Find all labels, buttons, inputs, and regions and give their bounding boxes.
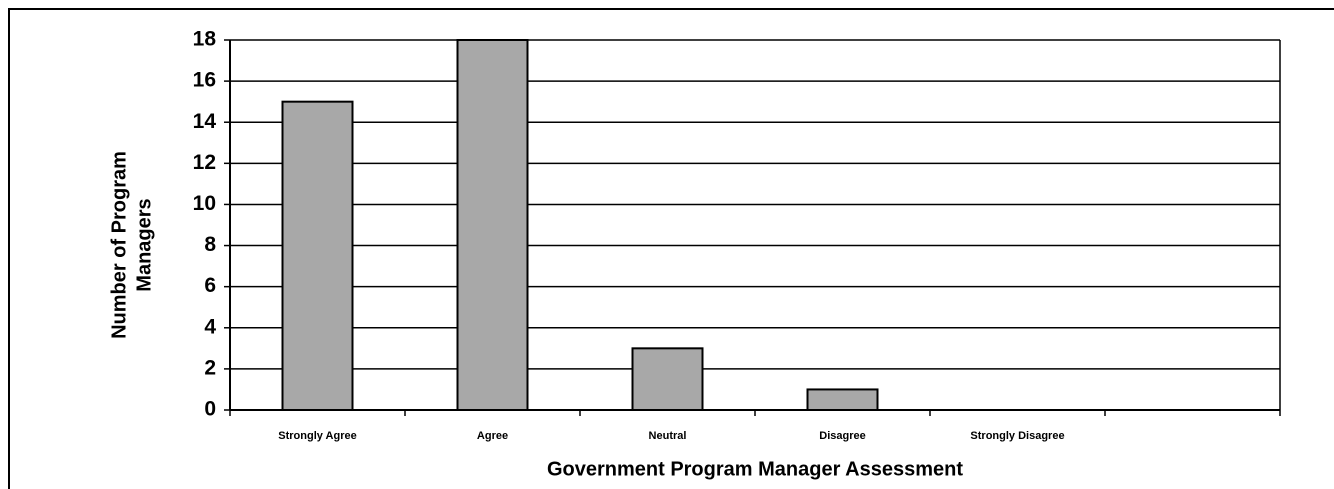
bar [281,100,354,412]
y-tick-label: 14 [193,110,217,133]
x-tick-label: Agree [477,430,508,442]
x-axis-title: Government Program Manager Assessment [547,458,963,480]
bar [631,347,704,412]
y-tick-label: 12 [193,151,216,174]
x-tick-label: Strongly Disagree [970,430,1064,442]
y-tick-label: 18 [193,28,217,51]
y-tick-label: 4 [204,315,216,338]
y-tick-label: 8 [204,233,216,256]
y-tick-label: 0 [204,398,216,421]
bar [456,39,529,411]
x-tick-label: Disagree [819,430,865,442]
y-tick-label: 10 [193,192,216,215]
x-tick-label: Strongly Agree [278,430,356,442]
y-axis-title-line: Managers [133,198,155,291]
frame [8,8,1334,489]
bar [806,388,879,412]
y-tick-label: 6 [204,274,216,297]
y-axis-title: Number of Program Managers [108,151,155,339]
y-tick-label: 2 [204,356,216,379]
x-tick-label: Neutral [649,430,687,442]
y-axis-title-line: Number of Program [108,151,130,339]
y-tick-label: 16 [193,69,216,92]
